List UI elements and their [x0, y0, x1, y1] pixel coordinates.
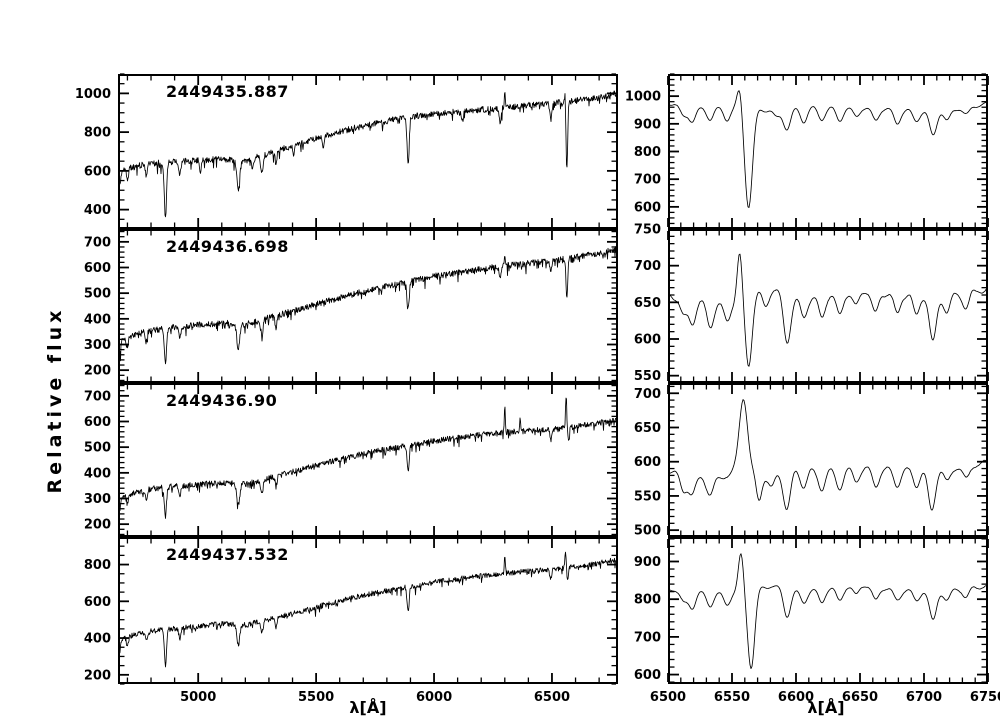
- y-tick-label: 1000: [75, 87, 111, 102]
- y-tick-label: 200: [84, 518, 111, 533]
- y-tick-label: 300: [84, 338, 111, 353]
- y-tick-label: 600: [84, 415, 111, 430]
- y-tick-label: 600: [84, 595, 111, 610]
- x-tick-label: 6000: [416, 690, 452, 705]
- y-tick-label: 700: [634, 173, 661, 188]
- y-tick-label: 500: [634, 524, 661, 539]
- y-tick-label: 750: [634, 223, 661, 238]
- y-tick-label: 550: [634, 369, 661, 384]
- x-tick-label: 6600: [778, 690, 814, 705]
- x-tick-label: 5500: [298, 690, 334, 705]
- spectrum-panel-right-4: 600 700 800 900 6500 6550 6600 6650 6700 6750: [634, 537, 1000, 705]
- epoch-label-2: 2449436.698: [166, 237, 289, 256]
- spectrum-panel-left-2: 200 300 400 500 600 700: [84, 229, 618, 383]
- y-tick-label: 1000: [625, 90, 661, 105]
- epoch-label-3: 2449436.90: [166, 391, 278, 410]
- y-tick-label: 800: [634, 145, 661, 160]
- y-tick-label: 600: [84, 164, 111, 179]
- x-tick-label: 6500: [650, 690, 686, 705]
- y-tick-label: 300: [84, 492, 111, 507]
- x-tick-label: 5000: [180, 690, 216, 705]
- spectrum-panel-left-3: 200 300 400 500 600 700: [84, 383, 618, 537]
- y-tick-label: 600: [634, 333, 661, 348]
- y-tick-label: 400: [84, 203, 111, 218]
- y-tick-label: 500: [84, 287, 111, 302]
- y-tick-label: 700: [634, 387, 661, 402]
- y-tick-label: 700: [84, 235, 111, 250]
- y-tick-label: 700: [84, 389, 111, 404]
- spectrum-panel-left-1: 400 600 800 1000: [75, 73, 618, 230]
- y-tick-label: 650: [634, 421, 661, 436]
- y-tick-label: 600: [634, 200, 661, 215]
- y-tick-label: 700: [634, 630, 661, 645]
- y-tick-label: 400: [84, 632, 111, 647]
- y-axis-label: Relative flux: [44, 306, 66, 494]
- x-tick-label: 6650: [842, 690, 878, 705]
- x-axis-label-right: λ[Å]: [807, 698, 845, 717]
- y-tick-label: 900: [634, 555, 661, 570]
- y-tick-label: 200: [84, 364, 111, 379]
- x-tick-label: 6750: [970, 690, 1000, 705]
- x-tick-label: 6550: [714, 690, 750, 705]
- x-tick-label: 6700: [906, 690, 942, 705]
- spectrum-panel-right-2: 550 600 650 700 750: [634, 223, 989, 384]
- x-tick-label: 6500: [534, 690, 570, 705]
- y-tick-label: 500: [84, 441, 111, 456]
- y-tick-label: 400: [84, 466, 111, 481]
- y-tick-label: 800: [84, 558, 111, 573]
- spectrum-panel-left-4: 200 400 600 800 5000 5500 6000 6500: [84, 536, 618, 705]
- y-tick-label: 600: [84, 261, 111, 276]
- y-tick-label: 900: [634, 117, 661, 132]
- epoch-label-1: 2449435.887: [166, 82, 289, 101]
- epoch-label-4: 2449437.532: [166, 545, 289, 564]
- x-axis-label-left: λ[Å]: [349, 698, 387, 717]
- y-tick-label: 600: [634, 668, 661, 683]
- y-tick-label: 200: [84, 668, 111, 683]
- y-tick-label: 550: [634, 489, 661, 504]
- spectrum-panel-right-3: 500 550 600 650 700: [634, 383, 989, 539]
- y-tick-label: 800: [634, 593, 661, 608]
- y-tick-label: 650: [634, 296, 661, 311]
- y-tick-label: 600: [634, 455, 661, 470]
- y-tick-label: 400: [84, 312, 111, 327]
- y-tick-label: 800: [84, 126, 111, 141]
- spectrum-panel-right-1: 600 700 800 900 1000: [625, 73, 989, 230]
- y-tick-label: 700: [634, 259, 661, 274]
